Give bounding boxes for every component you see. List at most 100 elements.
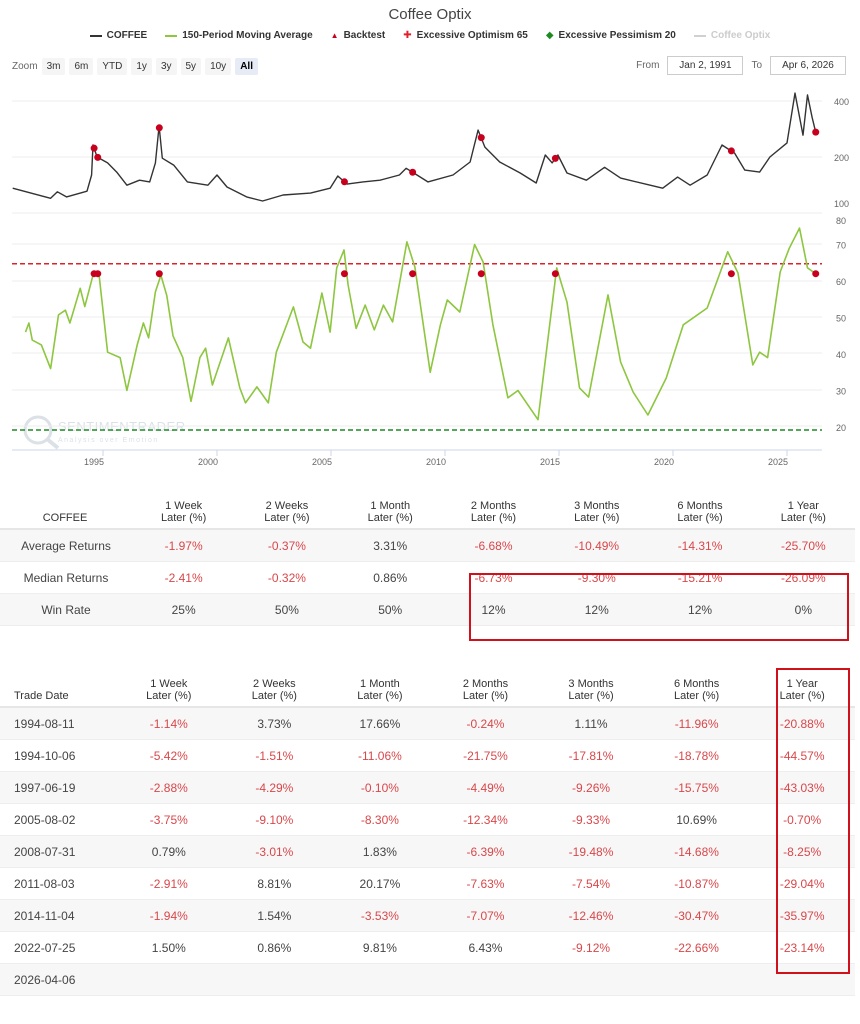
zoom-label: Zoom — [12, 61, 38, 72]
trade-cell: -23.14% — [749, 931, 855, 964]
from-label: From — [636, 60, 660, 71]
trade-cell: 1.11% — [538, 707, 644, 740]
backtest-marker-price — [812, 128, 820, 136]
zoom-button-6m[interactable]: 6m — [69, 58, 94, 75]
column-header: 2 Weeks Later (%) — [221, 674, 328, 708]
legend-dash-plus-icon: ✚ — [403, 30, 412, 41]
trade-cell: -35.97% — [749, 899, 855, 932]
trade-cell: -1.14% — [116, 707, 222, 740]
legend-label: Excessive Pessimism 20 — [558, 30, 676, 41]
zoom-controls: Zoom 3m 6m YTD 1y 3y 5y 10y All — [12, 58, 258, 75]
zoom-button-10y[interactable]: 10y — [205, 58, 232, 75]
trade-cell: -21.75% — [432, 739, 539, 772]
column-header: 2 Months Later (%) — [441, 496, 546, 530]
backtest-marker-optix — [812, 270, 820, 278]
trade-cell: -12.46% — [538, 899, 644, 932]
from-date-input[interactable]: Jan 2, 1991 — [667, 56, 744, 75]
trade-cell: -3.75% — [116, 803, 222, 836]
backtest-marker-optix — [409, 270, 417, 278]
to-date-input[interactable]: Apr 6, 2026 — [770, 56, 846, 75]
trade-cell — [538, 963, 644, 996]
highlight-box-1-year — [776, 668, 850, 974]
optix-y-tick-label: 70 — [836, 241, 846, 251]
trade-date: 2005-08-02 — [0, 803, 116, 836]
column-header: 3 Months Later (%) — [545, 496, 649, 530]
backtest-marker-price — [90, 144, 98, 152]
trade-cell: -11.06% — [327, 739, 433, 772]
column-header: 3 Months Later (%) — [538, 674, 644, 708]
summary-cell: -1.97% — [132, 529, 236, 562]
trade-date: 1994-10-06 — [0, 739, 116, 772]
trade-cell — [749, 963, 855, 996]
trade-cell: -11.96% — [643, 707, 750, 740]
trade-cell: -22.66% — [643, 931, 750, 964]
trade-cell: -7.07% — [432, 899, 539, 932]
trade-cell — [432, 963, 539, 996]
legend-item[interactable]: ▲ Backtest — [331, 30, 386, 41]
coffee-price-line — [12, 92, 817, 202]
legend-item[interactable]: Coffee Optix — [693, 30, 771, 41]
summary-cell: 0% — [751, 593, 855, 626]
legend-dash-diamond-icon: ◆ — [545, 30, 554, 41]
row-label: Average Returns — [0, 529, 132, 562]
legend-item[interactable]: ◆ Excessive Pessimism 20 — [546, 30, 676, 41]
trade-cell: -10.87% — [643, 867, 750, 900]
trade-cell: -6.39% — [432, 835, 539, 868]
trade-cell: -44.57% — [749, 739, 855, 772]
zoom-button-ytd[interactable]: YTD — [97, 58, 128, 75]
backtest-marker-price — [551, 154, 559, 162]
summary-cell: -15.21% — [648, 561, 752, 594]
summary-cell: 50% — [235, 593, 339, 626]
column-header: 1 Month Later (%) — [327, 674, 433, 708]
zoom-button-1y[interactable]: 1y — [131, 58, 152, 75]
trade-cell — [221, 963, 328, 996]
trade-cell: -19.48% — [538, 835, 644, 868]
legend-label: Coffee Optix — [710, 30, 771, 41]
trade-date: 1997-06-19 — [0, 771, 116, 804]
summary-row: Win Rate 25% 50% 50% 12% 12% 12% 0% — [0, 593, 855, 626]
zoom-button-5y[interactable]: 5y — [180, 58, 202, 75]
column-header: 1 Year Later (%) — [751, 496, 855, 530]
backtest-marker-price — [155, 124, 163, 132]
trade-cell — [116, 963, 222, 996]
highlight-box-summary — [469, 573, 849, 641]
summary-row: Median Returns -2.41% -0.32% 0.86% -6.73% -9.… — [0, 561, 855, 594]
trade-row: 1994-08-11 -1.14% 3.73% 17.66% -0.24% 1.11% -1… — [0, 707, 855, 740]
column-header: 1 Week Later (%) — [132, 496, 236, 530]
to-label: To — [751, 60, 762, 71]
trade-cell: 9.81% — [327, 931, 433, 964]
trade-cell — [327, 963, 433, 996]
x-tick-label: 2005 — [312, 457, 332, 467]
row-label: Win Rate — [0, 593, 132, 626]
x-tick-label: 1995 — [84, 457, 104, 467]
trade-cell: -0.24% — [432, 707, 539, 740]
legend-item[interactable]: 150-Period Moving Average — [165, 30, 313, 41]
optix-y-tick-label: 80 — [836, 216, 846, 226]
legend-item[interactable]: ✚ Excessive Optimism 65 — [403, 30, 528, 41]
zoom-button-all[interactable]: All — [235, 58, 258, 75]
trade-cell: -5.42% — [116, 739, 222, 772]
trade-cell: 10.69% — [643, 803, 750, 836]
trade-cell: -12.34% — [432, 803, 539, 836]
column-header: 6 Months Later (%) — [648, 496, 752, 530]
trade-cell: 8.81% — [221, 867, 328, 900]
legend-item[interactable]: COFFEE — [89, 30, 147, 41]
trade-cell: -9.26% — [538, 771, 644, 804]
zoom-button-3m[interactable]: 3m — [41, 58, 66, 75]
trade-cell: -17.81% — [538, 739, 644, 772]
trade-cell: 0.86% — [221, 931, 328, 964]
summary-cell: 12% — [441, 593, 546, 626]
zoom-button-3y[interactable]: 3y — [155, 58, 177, 75]
summary-cell: 0.86% — [338, 561, 442, 594]
legend-line-icon — [89, 34, 102, 37]
trade-cell: 20.17% — [327, 867, 433, 900]
summary-table: COFFEE 1 Week Later (%) 2 Weeks Later (%) 1… — [0, 496, 855, 626]
svg-text:Analysis over Emotion: Analysis over Emotion — [58, 437, 159, 444]
trade-date: 1994-08-11 — [0, 707, 116, 740]
trade-cell: -1.94% — [116, 899, 222, 932]
summary-cell: 12% — [545, 593, 649, 626]
price-y-tick-label: 100 — [834, 199, 849, 209]
trade-cell: -15.75% — [643, 771, 750, 804]
trade-cell: -3.53% — [327, 899, 433, 932]
trade-date: 2011-08-03 — [0, 867, 116, 900]
